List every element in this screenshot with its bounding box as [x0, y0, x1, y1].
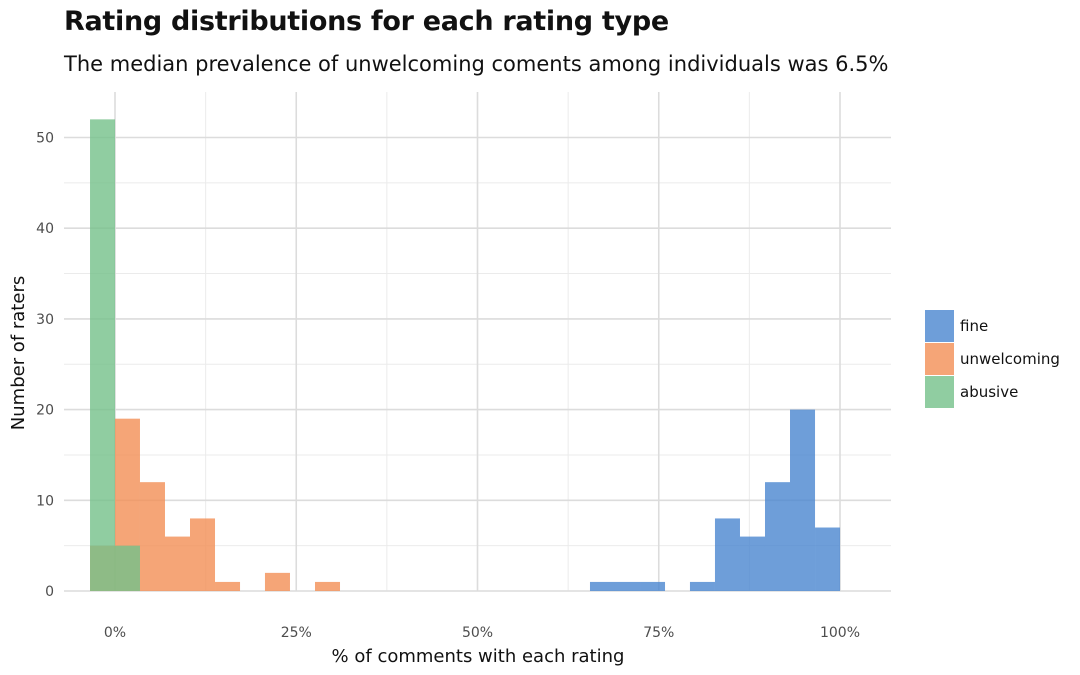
bar-fine: [714, 518, 740, 591]
legend-swatch-unwelcoming: [925, 343, 954, 375]
bar-fine: [739, 536, 765, 591]
bar-unwelcoming: [139, 482, 165, 591]
y-axis-title: Number of raters: [8, 276, 29, 430]
legend: fine unwelcoming abusive: [925, 310, 1060, 408]
legend-swatch-abusive: [925, 376, 954, 408]
bar-fine: [614, 581, 641, 591]
bar-unwelcoming: [264, 572, 290, 591]
x-tick-label: 75%: [643, 625, 674, 641]
y-tick-label: 40: [36, 221, 54, 237]
bar-fine: [689, 581, 715, 591]
bar-fine: [589, 581, 615, 591]
x-tick-label: 100%: [820, 625, 860, 641]
legend-label-fine: fine: [960, 317, 988, 335]
y-tick-label: 10: [36, 493, 54, 509]
bar-fine: [640, 581, 666, 591]
bar-unwelcoming: [164, 536, 191, 591]
y-tick-label: 20: [36, 403, 54, 419]
bar-abusive: [114, 545, 140, 591]
bar-unwelcoming: [215, 581, 241, 591]
legend-label-unwelcoming: unwelcoming: [960, 350, 1060, 368]
legend-swatch-fine: [925, 310, 954, 342]
y-tick-label: 50: [36, 131, 54, 147]
bar-fine: [764, 482, 791, 591]
y-tick-label: 30: [36, 312, 54, 328]
chart-subtitle: The median prevalence of unwelcoming com…: [64, 52, 889, 76]
x-axis-title: % of comments with each rating: [332, 646, 625, 667]
legend-label-abusive: abusive: [960, 383, 1018, 401]
chart-title: Rating distributions for each rating typ…: [64, 6, 669, 37]
bar-unwelcoming: [314, 581, 341, 591]
bar-fine: [790, 409, 816, 591]
x-tick-label: 50%: [462, 625, 493, 641]
bar-fine: [815, 527, 841, 591]
histogram-bars: [90, 119, 841, 592]
y-axis-ticks: 0 10 20 30 40 50: [36, 131, 54, 601]
x-axis-ticks: 0% 25% 50% 75% 100%: [104, 625, 860, 641]
y-tick-label: 0: [45, 584, 54, 600]
x-tick-label: 25%: [281, 625, 312, 641]
bar-abusive: [90, 119, 116, 592]
x-tick-label: 0%: [104, 625, 126, 641]
bar-unwelcoming: [190, 518, 216, 591]
